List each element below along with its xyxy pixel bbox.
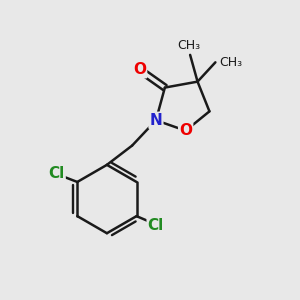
Text: O: O xyxy=(133,62,146,77)
Text: N: N xyxy=(150,113,162,128)
Text: O: O xyxy=(179,123,192,138)
Text: CH₃: CH₃ xyxy=(219,56,242,69)
Text: CH₃: CH₃ xyxy=(177,39,200,52)
Text: Cl: Cl xyxy=(148,218,164,232)
Text: Cl: Cl xyxy=(48,166,64,181)
